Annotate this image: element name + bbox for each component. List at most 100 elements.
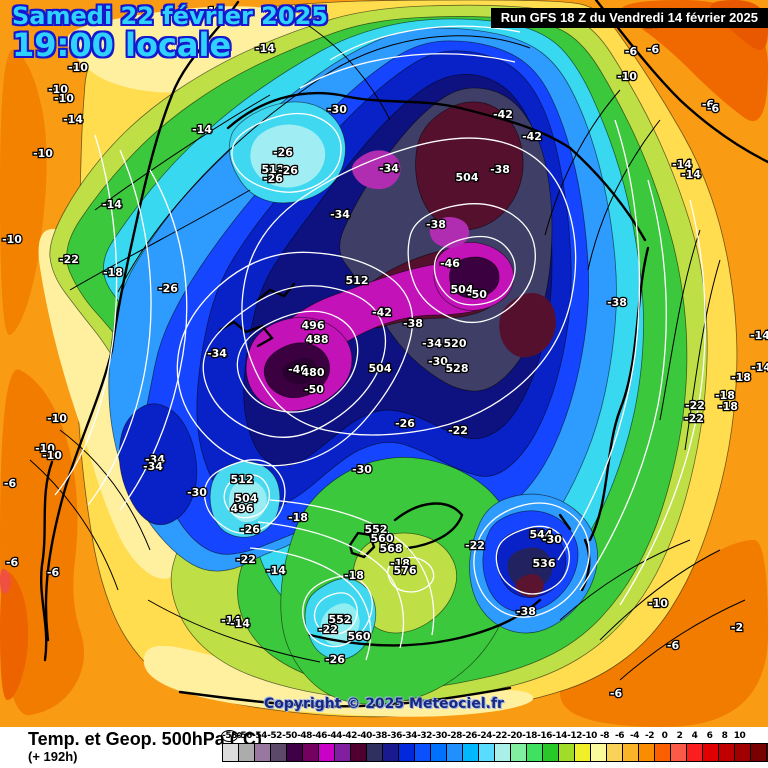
scale-label: -18 xyxy=(522,731,537,741)
scale-label: -32 xyxy=(417,731,432,741)
scale-label: -28 xyxy=(447,731,462,741)
map-label: 536 xyxy=(533,557,556,570)
map-label: 576 xyxy=(394,564,417,577)
scale-label: -34 xyxy=(402,731,417,741)
map-label: -22 xyxy=(318,623,338,636)
map-label: 520 xyxy=(444,337,467,350)
scale-swatch xyxy=(303,744,319,761)
scale-swatch xyxy=(431,744,447,761)
map-label: -18 xyxy=(288,511,308,524)
map-label: -26 xyxy=(158,282,178,295)
map-label: -6 xyxy=(667,639,680,652)
scale-swatch xyxy=(607,744,623,761)
map-label: 480 xyxy=(302,366,325,379)
scale-label: 8 xyxy=(721,731,728,741)
scale-label: -54 xyxy=(252,731,267,741)
temperature-contours xyxy=(29,19,746,681)
scale-swatch xyxy=(399,744,415,761)
map-label: 560 xyxy=(348,630,371,643)
map-label: -6 xyxy=(47,566,60,579)
scale-swatch xyxy=(703,744,719,761)
scale-label: 4 xyxy=(691,731,698,741)
map-label: -26 xyxy=(325,653,345,666)
map-label: -26 xyxy=(273,146,293,159)
map-label: -46 xyxy=(288,363,308,376)
map-label: -34 xyxy=(422,337,442,350)
map-label: -10 xyxy=(54,92,74,105)
scale-swatch xyxy=(271,744,287,761)
map-label: 504 xyxy=(235,492,258,505)
map-label: -14 xyxy=(230,617,250,630)
map-label: -22 xyxy=(685,399,705,412)
map-label: -38 xyxy=(403,317,423,330)
scale-label: 0 xyxy=(661,731,668,741)
map-label: 512 xyxy=(262,163,285,176)
temperature-fill-zones xyxy=(0,0,768,727)
map-label: -6 xyxy=(610,687,623,700)
map-label: -34 xyxy=(379,162,399,175)
scale-label: -42 xyxy=(342,731,357,741)
scale-label: -36 xyxy=(387,731,402,741)
map-label: 488 xyxy=(306,333,329,346)
map-label: -30 xyxy=(428,355,448,368)
scale-swatch xyxy=(495,744,511,761)
map-label: -14 xyxy=(102,198,122,211)
scale-label: -46 xyxy=(312,731,327,741)
map-label: -50 xyxy=(467,288,487,301)
map-label: -22 xyxy=(465,539,485,552)
scale-swatch xyxy=(319,744,335,761)
scale-swatch xyxy=(655,744,671,761)
map-label: -10 xyxy=(33,147,53,160)
map-label: -6 xyxy=(4,477,17,490)
map-label: -38 xyxy=(490,163,510,176)
map-label: -14 xyxy=(255,42,275,55)
scale-label: -2 xyxy=(645,731,655,741)
temperature-color-scale xyxy=(222,743,768,762)
scale-swatch xyxy=(687,744,703,761)
map-label: -34 xyxy=(143,460,163,473)
scale-label: -48 xyxy=(297,731,312,741)
map-label: -30 xyxy=(187,486,207,499)
scale-label: -58 xyxy=(221,730,238,742)
map-label: 512 xyxy=(231,473,254,486)
map-label: -14 xyxy=(751,361,768,374)
scale-label: 6 xyxy=(706,731,713,741)
scale-label: -26 xyxy=(462,731,477,741)
scale-swatch xyxy=(527,744,543,761)
map-label: -38 xyxy=(426,218,446,231)
scale-label: -8 xyxy=(600,731,610,741)
scale-swatch xyxy=(735,744,751,761)
map-label: -18 xyxy=(715,389,735,402)
map-label: 552 xyxy=(365,523,388,536)
scale-swatch xyxy=(447,744,463,761)
map-label: 560 xyxy=(371,532,394,545)
map-label: 496 xyxy=(302,319,325,332)
coastlines xyxy=(40,0,768,708)
map-label: -6 xyxy=(647,43,660,56)
scale-label: -38 xyxy=(372,731,387,741)
scale-label: -20 xyxy=(507,731,522,741)
scale-swatch xyxy=(575,744,591,761)
geopotential-contours xyxy=(54,25,706,661)
map-label: -18 xyxy=(103,266,123,279)
map-label: -10 xyxy=(2,233,22,246)
map-label: -10 xyxy=(47,412,67,425)
map-label: -18 xyxy=(390,557,410,570)
map-label: -14 xyxy=(672,158,692,171)
map-label: -18 xyxy=(344,569,364,582)
map-label: 512 xyxy=(346,274,369,287)
map-label: -10 xyxy=(68,61,88,74)
map-label: -50 xyxy=(304,383,324,396)
scale-label: -16 xyxy=(537,731,552,741)
map-label: 568 xyxy=(380,542,403,555)
map-label: -10 xyxy=(617,70,637,83)
scale-label: -24 xyxy=(477,731,492,741)
scale-label: -22 xyxy=(492,731,507,741)
scale-swatch xyxy=(751,744,767,761)
map-label: -10 xyxy=(648,597,668,610)
map-label: -10 xyxy=(203,5,223,18)
map-label: -14 xyxy=(266,564,286,577)
scale-swatch xyxy=(287,744,303,761)
scale-swatch xyxy=(543,744,559,761)
map-label: -6 xyxy=(625,45,638,58)
